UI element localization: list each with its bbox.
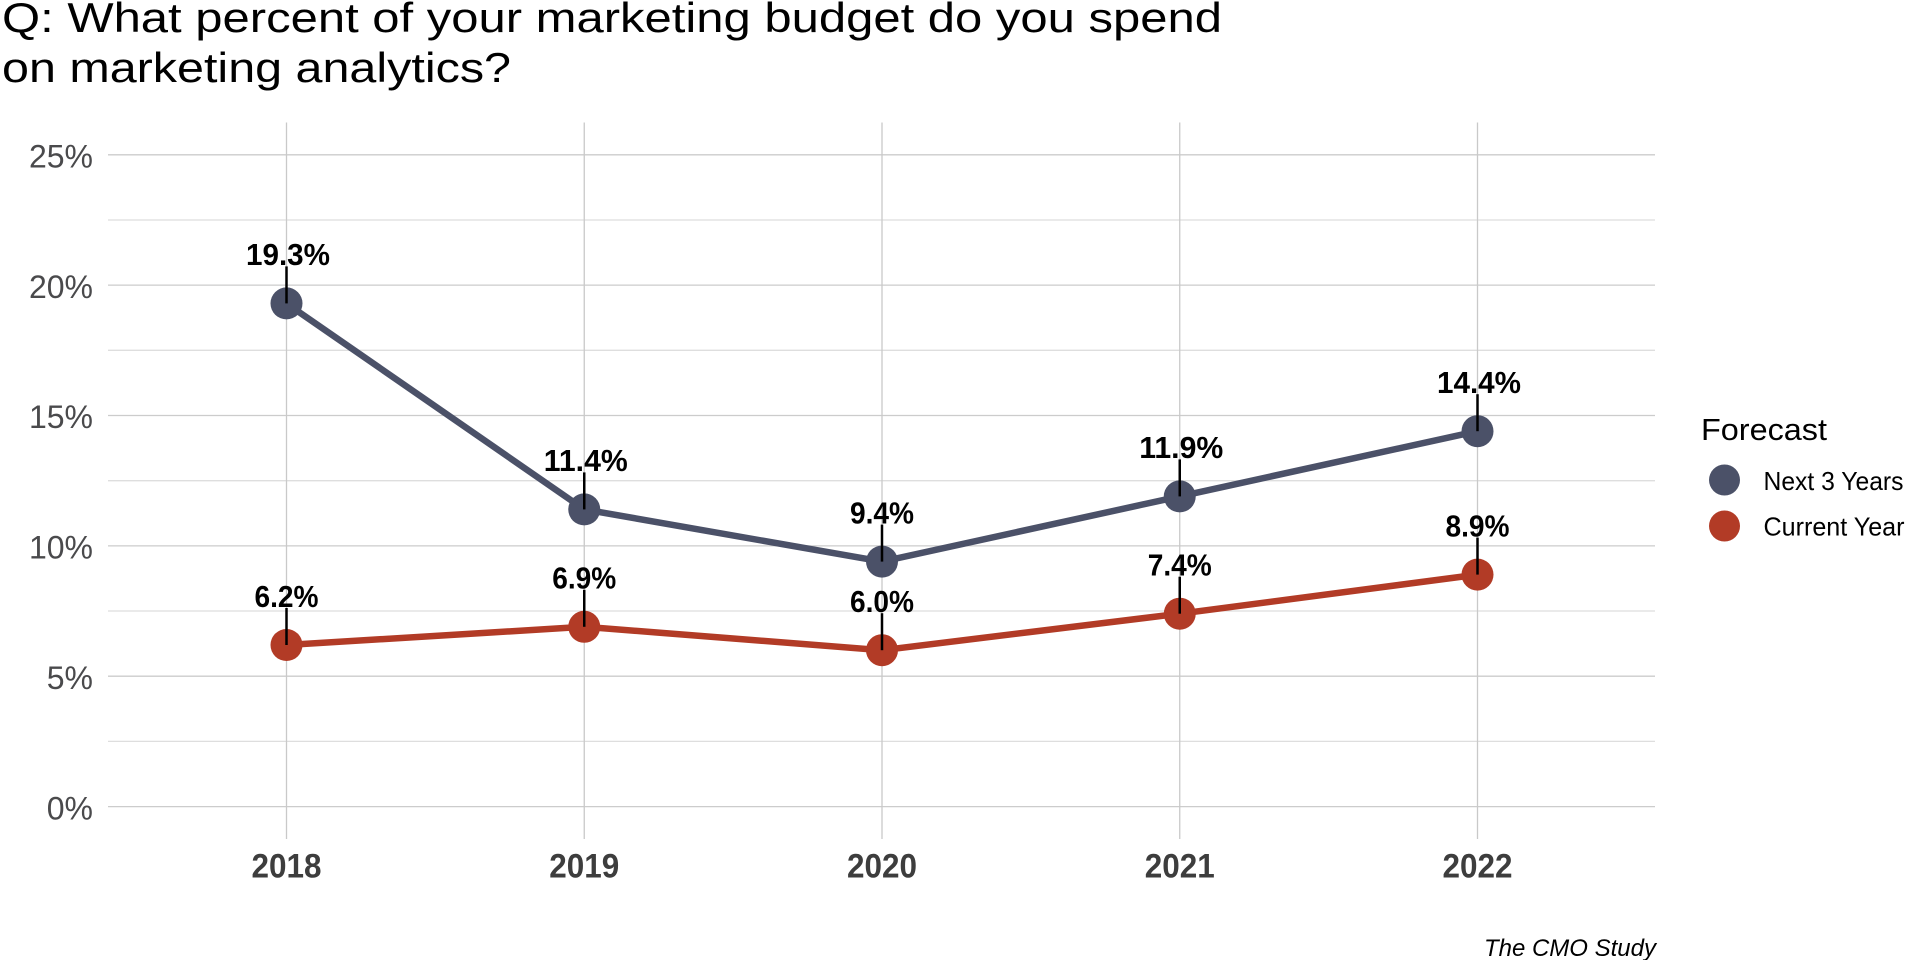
svg-text:Q: What percent of your market: Q: What percent of your marketing budget… xyxy=(2,0,1222,41)
svg-text:Current Year: Current Year xyxy=(1764,512,1905,542)
svg-text:9.4%: 9.4% xyxy=(850,495,914,530)
svg-text:19.3%: 19.3% xyxy=(246,237,330,272)
svg-text:0%: 0% xyxy=(47,790,93,826)
svg-text:2018: 2018 xyxy=(252,848,322,886)
svg-text:20%: 20% xyxy=(29,269,93,305)
svg-text:14.4%: 14.4% xyxy=(1437,365,1521,400)
svg-text:6.0%: 6.0% xyxy=(850,584,914,619)
svg-text:2019: 2019 xyxy=(549,848,619,886)
svg-text:The CMO Study: The CMO Study xyxy=(1484,935,1658,960)
svg-text:2021: 2021 xyxy=(1145,848,1215,886)
svg-text:7.4%: 7.4% xyxy=(1148,548,1212,583)
svg-text:6.2%: 6.2% xyxy=(255,579,319,614)
svg-text:2020: 2020 xyxy=(847,848,917,886)
svg-text:25%: 25% xyxy=(29,139,93,175)
svg-text:11.4%: 11.4% xyxy=(544,443,628,478)
svg-text:11.9%: 11.9% xyxy=(1139,430,1223,465)
svg-text:8.9%: 8.9% xyxy=(1446,508,1510,543)
svg-text:Next 3 Years: Next 3 Years xyxy=(1764,466,1904,496)
svg-text:6.9%: 6.9% xyxy=(552,561,616,596)
svg-text:5%: 5% xyxy=(47,660,93,696)
svg-text:10%: 10% xyxy=(29,530,93,566)
svg-text:2022: 2022 xyxy=(1443,848,1513,886)
svg-text:15%: 15% xyxy=(29,399,93,435)
svg-text:on marketing analytics?: on marketing analytics? xyxy=(2,44,511,91)
svg-text:Forecast: Forecast xyxy=(1701,412,1827,447)
